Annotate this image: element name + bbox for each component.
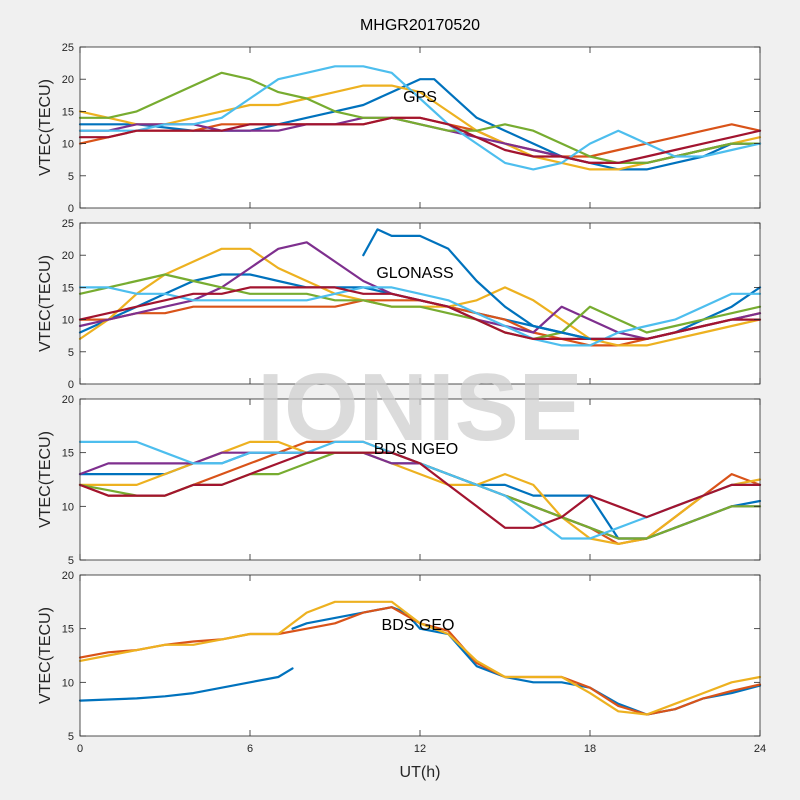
- x-tick-label: 24: [754, 743, 766, 755]
- panel-label: BDS GEO: [382, 617, 455, 634]
- y-tick-label: 20: [62, 250, 74, 262]
- y-tick-label: 5: [68, 171, 74, 183]
- y-tick-label: 0: [68, 203, 74, 215]
- y-axis-label: VTEC(TECU): [37, 607, 54, 704]
- series-line-5: [78, 273, 762, 340]
- figure-title: MHGR20170520: [360, 17, 480, 34]
- series-line-7: [78, 116, 762, 164]
- series-line-1: [78, 667, 294, 702]
- series-line-7: [78, 451, 762, 529]
- panel-4: 0 6 12 18 24 5 10 15 20 VTEC(TECU) BDS GEO: [37, 570, 766, 755]
- y-tick-label: 5: [68, 555, 74, 567]
- axes-background: [80, 399, 760, 560]
- watermark-text: IONISE: [257, 354, 582, 461]
- axes-background: [80, 223, 760, 384]
- y-axis-label: VTEC(TECU): [37, 79, 54, 176]
- y-tick-label: 10: [62, 501, 74, 513]
- y-tick-label: 15: [62, 282, 74, 294]
- y-tick-label: 10: [62, 139, 74, 151]
- y-tick-label: 5: [68, 347, 74, 359]
- panel-2: 0 5 10 15 20 25 VTEC(TECU) GLONASS: [37, 218, 762, 391]
- y-tick-label: 20: [62, 74, 74, 86]
- y-tick-label: 15: [62, 624, 74, 636]
- axes-background: [80, 47, 760, 208]
- series-line-6: [78, 65, 762, 171]
- y-tick-label: 15: [62, 448, 74, 460]
- x-tick-label: 6: [247, 743, 253, 755]
- x-axis-label: UT(h): [400, 764, 441, 781]
- y-tick-label: 5: [68, 731, 74, 743]
- series-line-6: [78, 286, 762, 347]
- series-line-8: [362, 228, 592, 340]
- y-tick-label: 10: [62, 677, 74, 689]
- y-tick-label: 15: [62, 106, 74, 118]
- y-axis-label: VTEC(TECU): [37, 431, 54, 528]
- panel-label: GPS: [403, 89, 437, 106]
- panel-1: 0 5 10 15 20 25 VTEC(TECU) GPS: [37, 42, 762, 215]
- series-line-7: [78, 286, 762, 340]
- y-tick-label: 10: [62, 315, 74, 327]
- x-tick-label: 0: [77, 743, 83, 755]
- x-tick-label: 12: [414, 743, 426, 755]
- series-line-4: [78, 600, 762, 716]
- y-tick-label: 25: [62, 42, 74, 54]
- panel-label: GLONASS: [376, 265, 453, 282]
- x-tick-label: 18: [584, 743, 596, 755]
- y-tick-label: 0: [68, 379, 74, 391]
- panel-3: 5 10 15 20 VTEC(TECU) BDS NGEO: [37, 394, 762, 567]
- axes-background: [80, 575, 760, 736]
- panel-label: BDS NGEO: [374, 441, 458, 458]
- series-line-5: [78, 71, 762, 164]
- y-tick-label: 25: [62, 218, 74, 230]
- y-tick-label: 20: [62, 394, 74, 406]
- y-tick-label: 20: [62, 570, 74, 582]
- y-axis-label: VTEC(TECU): [37, 255, 54, 352]
